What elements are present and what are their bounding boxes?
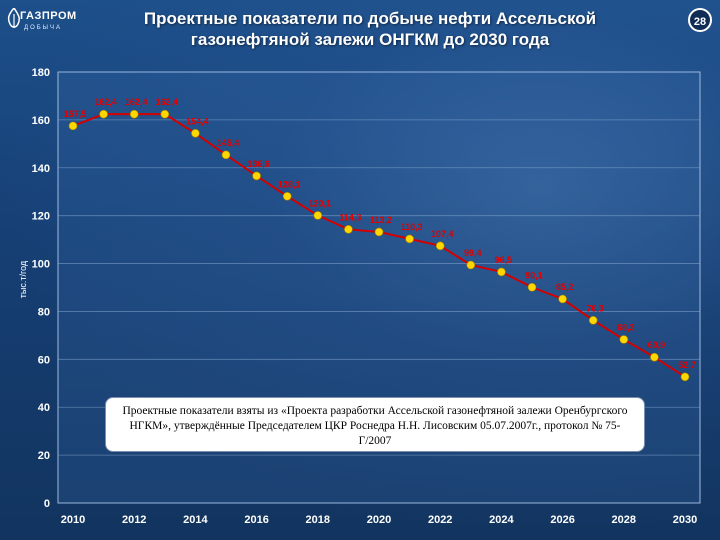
y-tick-label: 120 [32, 211, 50, 223]
data-point [405, 234, 414, 244]
data-label: 60,9 [648, 340, 666, 350]
data-label: 162,4 [156, 97, 179, 107]
flame-icon [7, 8, 20, 28]
y-tick-label: 60 [38, 354, 50, 366]
x-tick-label: 2030 [673, 514, 697, 526]
logo-main-text: ГАЗПРОМ [20, 10, 77, 22]
page-number: 28 [688, 8, 712, 32]
x-tick-label: 2026 [550, 514, 574, 526]
data-label: 157,5 [64, 109, 87, 119]
y-tick-label: 20 [38, 450, 50, 462]
page-title: Проектные показатели по добыче нефти Асс… [110, 8, 630, 50]
data-label: 162,4 [125, 97, 148, 107]
data-label: 52,7 [678, 360, 696, 370]
gazprom-logo: ГАЗПРОМ ДОБЫЧА [6, 6, 76, 46]
y-tick-label: 160 [32, 115, 50, 127]
data-point [435, 241, 445, 251]
data-label: 136,6 [247, 159, 270, 169]
source-note: Проектные показатели взяты из «Проекта р… [105, 397, 645, 452]
data-point [99, 109, 108, 119]
data-label: 107,4 [431, 229, 454, 239]
y-tick-label: 0 [44, 498, 50, 510]
data-point [129, 109, 139, 119]
data-point [466, 260, 476, 270]
data-label: 110,3 [401, 222, 423, 232]
x-tick-label: 2012 [122, 514, 146, 526]
data-label: 120,1 [309, 198, 332, 208]
x-tick-label: 2018 [306, 514, 330, 526]
data-point [680, 372, 690, 382]
data-point [558, 294, 567, 304]
data-point [344, 225, 353, 234]
x-tick-label: 2028 [612, 514, 636, 526]
data-label: 99,4 [464, 248, 482, 258]
data-label: 128,1 [278, 179, 301, 189]
data-label: 85,2 [556, 282, 574, 292]
x-tick-label: 2020 [367, 514, 391, 526]
data-point [68, 121, 78, 131]
data-point [619, 335, 629, 344]
title-line-1: Проектные показатели по добыче нефти Асс… [143, 9, 597, 28]
data-point [588, 316, 598, 325]
x-tick-label: 2022 [428, 514, 452, 526]
data-point [282, 191, 292, 201]
data-point [374, 227, 384, 237]
y-tick-label: 40 [38, 402, 50, 414]
x-tick-label: 2024 [489, 514, 514, 526]
data-label: 113,2 [370, 215, 392, 225]
data-point [160, 109, 170, 119]
x-tick-label: 2014 [183, 514, 208, 526]
x-tick-label: 2016 [244, 514, 268, 526]
data-label: 145,4 [217, 138, 240, 148]
y-tick-label: 80 [38, 306, 50, 318]
x-tick-label: 2010 [61, 514, 85, 526]
data-label: 154,4 [186, 116, 209, 126]
y-axis-label: тыс.т/год [18, 260, 28, 298]
y-tick-label: 180 [32, 67, 50, 79]
y-tick-label: 140 [32, 163, 50, 175]
title-line-2: газонефтяной залежи ОНГКМ до 2030 года [190, 30, 550, 49]
data-label: 68,3 [617, 322, 635, 332]
data-point [650, 352, 659, 362]
data-point [191, 128, 200, 138]
data-label: 76,3 [586, 303, 604, 313]
data-label: 90,1 [525, 270, 543, 280]
data-point [313, 211, 323, 220]
data-label: 162,4 [94, 97, 117, 107]
data-point [497, 267, 506, 277]
data-point [221, 150, 231, 160]
data-label: 114,3 [339, 212, 361, 222]
data-label: 96,5 [495, 255, 513, 265]
logo-sub-text: ДОБЫЧА [24, 25, 62, 31]
y-tick-label: 100 [32, 259, 50, 271]
data-point [527, 282, 537, 292]
data-point [252, 171, 261, 181]
